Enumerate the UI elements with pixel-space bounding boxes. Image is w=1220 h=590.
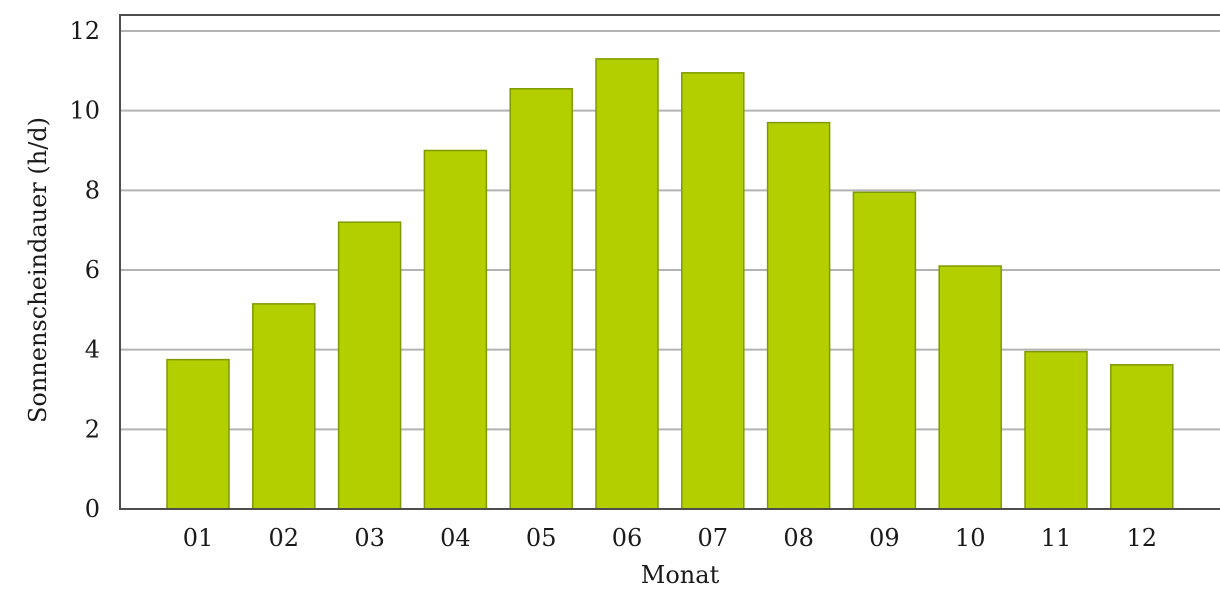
x-tick-label: 05 <box>526 524 557 552</box>
bar-04 <box>423 149 488 510</box>
y-tick-label: 10 <box>69 97 100 125</box>
y-tick-label: 8 <box>85 176 100 204</box>
x-tick-label: 12 <box>1127 524 1158 552</box>
y-tick-label: 6 <box>85 256 100 284</box>
y-tick-labels: 0 2 4 6 8 10 12 <box>69 17 100 523</box>
x-tick-label: 09 <box>869 524 900 552</box>
x-tick-label: 08 <box>783 524 814 552</box>
bar-05 <box>509 88 573 510</box>
x-tick-label: 06 <box>612 524 643 552</box>
x-tick-label: 10 <box>955 524 986 552</box>
x-axis-title: Monat <box>641 561 720 589</box>
x-tick-label: 02 <box>269 524 300 552</box>
plot-frame <box>119 14 1220 510</box>
bars <box>166 58 1174 510</box>
x-tick-label: 11 <box>1041 524 1072 552</box>
x-tick-label: 01 <box>183 524 214 552</box>
bar-02 <box>252 303 316 510</box>
y-axis-title: Sonnenscheindauer (h/d) <box>24 117 52 423</box>
bar-06 <box>595 58 659 510</box>
x-tick-labels: 01 02 03 04 05 06 07 08 09 10 11 12 <box>183 524 1157 552</box>
bar-01 <box>166 358 230 510</box>
x-tick-label: 03 <box>354 524 385 552</box>
plot-frame-line <box>119 14 1220 510</box>
y-tick-label: 2 <box>85 415 100 443</box>
bar-03 <box>337 221 402 510</box>
bar-09 <box>852 191 917 510</box>
bar-10 <box>938 265 1002 510</box>
bar-11 <box>1024 350 1088 510</box>
x-tick-label: 07 <box>698 524 729 552</box>
bar-12 <box>1110 364 1174 510</box>
x-tick-label: 04 <box>440 524 471 552</box>
bar-08 <box>766 121 831 510</box>
y-tick-label: 0 <box>85 495 100 523</box>
bar-07 <box>681 72 745 510</box>
y-tick-label: 4 <box>85 336 100 364</box>
y-tick-label: 12 <box>69 17 100 45</box>
